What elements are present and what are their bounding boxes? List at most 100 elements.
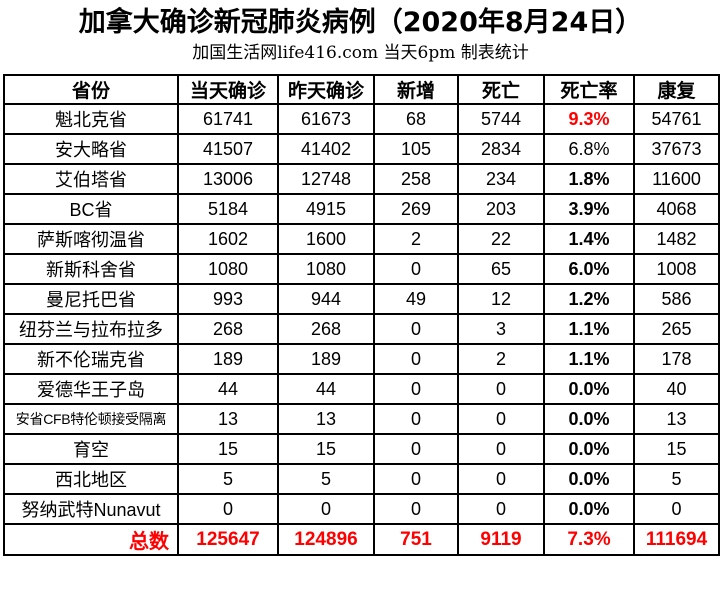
cell-recovered: 54761 — [633, 103, 720, 135]
cell-deaths: 22 — [457, 223, 545, 255]
cell-recovered: 13 — [633, 403, 720, 435]
cell-new: 0 — [373, 493, 459, 525]
cell-deaths: 5744 — [457, 103, 545, 135]
cell-province: 安大略省 — [3, 133, 179, 165]
cell-recovered: 15 — [633, 433, 720, 465]
cell-today: 189 — [177, 343, 279, 375]
column-header-0: 省份 — [3, 74, 179, 105]
cell-today: 268 — [177, 313, 279, 345]
cell-death-rate: 3.9% — [543, 193, 635, 225]
cell-recovered: 265 — [633, 313, 720, 345]
cell-province: 曼尼托巴省 — [3, 283, 179, 315]
cell-deaths: 2 — [457, 343, 545, 375]
cell-deaths: 2834 — [457, 133, 545, 165]
cell-today: 44 — [177, 373, 279, 405]
total-cell-yesterday: 124896 — [277, 523, 375, 556]
cell-new: 105 — [373, 133, 459, 165]
cell-recovered: 1482 — [633, 223, 720, 255]
cell-deaths: 0 — [457, 403, 545, 435]
cell-death-rate: 0.0% — [543, 403, 635, 435]
table-row: 西北地区 5 5 0 0 0.0% 5 — [3, 463, 720, 495]
cell-deaths: 0 — [457, 373, 545, 405]
cell-province: BC省 — [3, 193, 179, 225]
cell-new: 49 — [373, 283, 459, 315]
table-row: 魁北克省 61741 61673 68 5744 9.3% 54761 — [3, 103, 720, 135]
cell-deaths: 234 — [457, 163, 545, 195]
cell-death-rate: 1.4% — [543, 223, 635, 255]
cell-today: 1080 — [177, 253, 279, 285]
cell-recovered: 37673 — [633, 133, 720, 165]
page-subtitle: 加国生活网life416.com 当天6pm 制表统计 — [192, 43, 529, 63]
cell-today: 0 — [177, 493, 279, 525]
cell-yesterday: 0 — [277, 493, 375, 525]
table-row: 努纳武特Nunavut 0 0 0 0 0.0% 0 — [3, 493, 720, 525]
table-row: BC省 5184 4915 269 203 3.9% 4068 — [3, 193, 720, 225]
cell-today: 993 — [177, 283, 279, 315]
cell-recovered: 0 — [633, 493, 720, 525]
cell-province: 纽芬兰与拉布拉多 — [3, 313, 179, 345]
table-row: 育空 15 15 0 0 0.0% 15 — [3, 433, 720, 465]
cell-recovered: 40 — [633, 373, 720, 405]
page-title: 加拿大确诊新冠肺炎病例（2020年8月24日） — [78, 7, 643, 38]
cell-yesterday: 4915 — [277, 193, 375, 225]
cell-new: 68 — [373, 103, 459, 135]
header-row: 省份 当天确诊 昨天确诊 新增 死亡 死亡率 康复 — [3, 74, 720, 105]
cell-yesterday: 944 — [277, 283, 375, 315]
cell-today: 5184 — [177, 193, 279, 225]
cell-yesterday: 12748 — [277, 163, 375, 195]
table-row: 纽芬兰与拉布拉多 268 268 0 3 1.1% 265 — [3, 313, 720, 345]
cell-death-rate: 0.0% — [543, 493, 635, 525]
table-row: 艾伯塔省 13006 12748 258 234 1.8% 11600 — [3, 163, 720, 195]
cell-deaths: 12 — [457, 283, 545, 315]
cell-recovered: 586 — [633, 283, 720, 315]
table-row: 新斯科舍省 1080 1080 0 65 6.0% 1008 — [3, 253, 720, 285]
cell-yesterday: 41402 — [277, 133, 375, 165]
cell-today: 61741 — [177, 103, 279, 135]
cell-today: 15 — [177, 433, 279, 465]
cell-recovered: 178 — [633, 343, 720, 375]
cell-new: 0 — [373, 463, 459, 495]
cell-today: 13006 — [177, 163, 279, 195]
cell-recovered: 1008 — [633, 253, 720, 285]
cell-recovered: 5 — [633, 463, 720, 495]
total-row: 总数 125647 124896 751 9119 7.3% 111694 — [3, 523, 720, 556]
total-cell-today: 125647 — [177, 523, 279, 556]
cell-province: 新斯科舍省 — [3, 253, 179, 285]
cell-province: 西北地区 — [3, 463, 179, 495]
cell-yesterday: 5 — [277, 463, 375, 495]
cell-yesterday: 44 — [277, 373, 375, 405]
table-row: 曼尼托巴省 993 944 49 12 1.2% 586 — [3, 283, 720, 315]
cell-province: 萨斯喀彻温省 — [3, 223, 179, 255]
cell-new: 0 — [373, 343, 459, 375]
cell-province: 爱德华王子岛 — [3, 373, 179, 405]
total-cell-deaths: 9119 — [457, 523, 545, 556]
cell-death-rate: 1.1% — [543, 343, 635, 375]
cell-province: 新不伦瑞克省 — [3, 343, 179, 375]
cell-deaths: 3 — [457, 313, 545, 345]
total-cell-recovered: 111694 — [633, 523, 720, 556]
column-header-5: 死亡率 — [543, 74, 635, 105]
column-header-1: 当天确诊 — [177, 74, 279, 105]
cell-deaths: 203 — [457, 193, 545, 225]
cell-death-rate: 6.8% — [543, 133, 635, 165]
cell-deaths: 0 — [457, 493, 545, 525]
cell-deaths: 65 — [457, 253, 545, 285]
cell-death-rate: 6.0% — [543, 253, 635, 285]
cell-new: 0 — [373, 253, 459, 285]
total-cell-new: 751 — [373, 523, 459, 556]
cell-province: 魁北克省 — [3, 103, 179, 135]
column-header-6: 康复 — [633, 74, 720, 105]
cell-death-rate: 1.8% — [543, 163, 635, 195]
cell-death-rate: 0.0% — [543, 373, 635, 405]
cell-yesterday: 268 — [277, 313, 375, 345]
cell-death-rate: 9.3% — [543, 103, 635, 135]
cell-new: 258 — [373, 163, 459, 195]
cell-today: 41507 — [177, 133, 279, 165]
cell-yesterday: 189 — [277, 343, 375, 375]
cell-deaths: 0 — [457, 463, 545, 495]
cell-new: 2 — [373, 223, 459, 255]
cell-death-rate: 0.0% — [543, 433, 635, 465]
table-row: 爱德华王子岛 44 44 0 0 0.0% 40 — [3, 373, 720, 405]
cell-death-rate: 0.0% — [543, 463, 635, 495]
table-row: 安大略省 41507 41402 105 2834 6.8% 37673 — [3, 133, 720, 165]
